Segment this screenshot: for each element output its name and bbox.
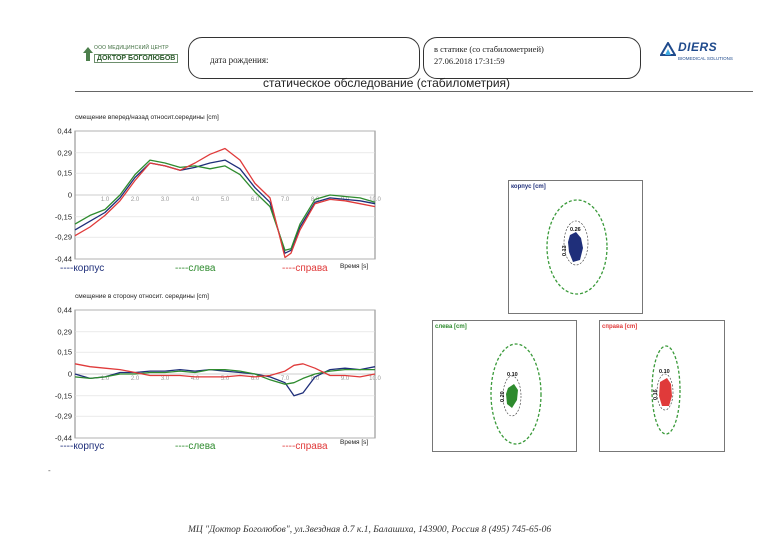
stabilogram-sprava-trace [659,378,672,406]
chart1-ytick-label: 0,44 [57,127,72,136]
stabilogram-korpus-inner-ellipse [563,220,589,266]
chart2-xtick-label: 8.0 [311,376,320,382]
diers-brand-sub: BIOMEDICAL SOLUTIONS [678,56,733,61]
stabilogram-sprava-label-bg [600,321,648,330]
stabilogram-sprava-inner-ellipse [656,373,674,411]
diers-logo-icon [660,42,676,56]
stabilogram-sprava: справа [cm] 0.10 0.16 [599,320,725,452]
chart1-xtick-label: 1.0 [101,197,110,203]
chart2-xtick-label: 9.0 [341,376,350,382]
stabilogram-sleva-label: слева [cm] [435,324,467,330]
chart2-xtick-label: 10.0 [369,376,381,382]
dob-box [188,37,420,79]
chart2-ytick-label: -0,29 [55,412,72,421]
stabilogram-korpus-trace [568,232,583,262]
stabilogram-sleva-frame [432,320,577,452]
chart2-ytick-label: 0,15 [57,348,72,357]
stabilogram-sleva-label-bg [433,321,477,330]
chart-forward-back: 0,44 0,29 0,15 0 -0,15 -0,29 -0,44 1.0 2.0 3.0 4.0… [55,127,382,264]
chart1-ytick-label: 0,29 [57,148,72,157]
stabilogram-sprava-label: справа [cm] [602,324,637,330]
chart1-ytick-label: -0,15 [55,212,72,221]
stabilogram-sleva-value-v: 0.20 [500,391,506,402]
chart2-ytick-label: -0,44 [55,434,72,443]
stabilogram-sleva-inner-ellipse [502,375,522,417]
diers-brand-name: DIERS [678,40,718,54]
chart1-xtick-label: 3.0 [161,197,170,203]
chart1-xtick-label: 5.0 [221,197,230,203]
chart1-ytick-label: 0,15 [57,169,72,178]
chart2-xtick-label: 7.0 [281,376,290,382]
chart2-xtick-label: 5.0 [221,376,230,382]
chart2-xtick-label: 3.0 [161,376,170,382]
chart1-ytick-label: -0,29 [55,233,72,242]
stabilogram-sleva: слева [cm] 0.10 0.20 [432,320,577,452]
chart2-xlabel: Время [s] [340,439,369,446]
stabilogram-sleva-trace [506,384,518,408]
chart1-series-sleva [74,159,376,251]
stabilogram-sleva-value-h: 0.10 [507,372,518,378]
chart1-legend-sleva: ----слева [175,263,216,274]
stabilogram-sleva-outer-ellipse [490,343,542,445]
chart1-series-sprava [74,147,376,259]
stabilogram-sprava-value-v: 0.16 [653,389,659,400]
clinic-logo: ООО МЕДИЦИНСКИЙ ЦЕНТР ДОКТОР БОГОЛЮБОВ [82,45,179,67]
chart1-xtick-label: 2.0 [131,197,140,203]
chart1-xtick-label: 10.0 [369,197,381,203]
chart2-ytick-label: 0,29 [57,327,72,336]
header-divider [75,91,753,92]
chart1-ytick-label: 0 [68,191,72,200]
chart1-series-korpus [74,159,376,254]
chart2-legend-sprava: ----справа [282,441,328,452]
chart2-xtick-label: 1.0 [101,376,110,382]
chart2-ytick-label: 0 [68,370,72,379]
chart2-series-korpus [74,366,376,397]
stabilogram-korpus: корпус [cm] 0.26 0.13 [508,180,643,314]
exam-datetime: 27.06.2018 17:31:59 [434,56,505,66]
diers-logo: DIERS BIOMEDICAL SOLUTIONS [660,40,740,66]
stabilogram-korpus-label-bg [509,181,561,190]
chart2-xtick-label: 2.0 [131,376,140,382]
margin-mark: - [48,466,51,475]
chart1-xtick-label: 7.0 [281,197,290,203]
clinic-logo-subtitle: ООО МЕДИЦИНСКИЙ ЦЕНТР [94,45,169,51]
stabilogram-korpus-value-v: 0.13 [562,245,568,256]
page-title: статическое обследование (стабилометрия) [263,76,511,90]
exam-box [423,37,641,79]
chart2-series-sprava [74,363,376,378]
chart1-xtick-label: 4.0 [191,197,200,203]
footer-address: МЦ "Доктор Боголюбов", ул.Звездная д.7 к… [188,525,552,535]
stabilogram-korpus-outer-ellipse [546,199,608,295]
stabilogram-korpus-label: корпус [cm] [511,184,546,190]
chart2-xtick-label: 4.0 [191,376,200,382]
chart2-legend-korpus: ----корпус [60,441,105,452]
chart1-legend-sprava: ----справа [282,263,328,274]
chart2-ytick-label: 0,44 [57,306,72,315]
chart1-legend-korpus: ----корпус [60,263,105,274]
stabilogram-korpus-value-h: 0.26 [570,227,581,233]
stabilogram-sprava-outer-ellipse [651,345,681,435]
chart2-legend-sleva: ----слева [175,441,216,452]
stabilogram-sprava-value-h: 0.10 [659,369,670,375]
clinic-logo-name: ДОКТОР БОГОЛЮБОВ [94,54,179,63]
chart2-ytick-label: -0,15 [55,391,72,400]
chart1-xlabel: Время [s] [340,263,369,270]
stabilogram-sprava-frame [599,320,725,452]
clinic-logo-icon [83,47,93,61]
stabilogram-korpus-frame [508,180,643,314]
chart1-ytick-label: -0,44 [55,255,72,264]
dob-label: дата рождения: [210,55,269,65]
chart1-title: смещение вперед/назад относит.середины [… [75,114,219,121]
chart-sideways: 0,44 0,29 0,15 0 -0,15 -0,29 -0,44 1.0 2.0 3.0 4.0… [55,306,382,443]
exam-type: в статике (со стабилометрией) [434,44,544,54]
chart2-title: смещение в сторону относит. середины [cm… [75,293,209,300]
chart2-xtick-label: 6.0 [251,376,260,382]
chart1-xtick-label: 6.0 [251,197,260,203]
